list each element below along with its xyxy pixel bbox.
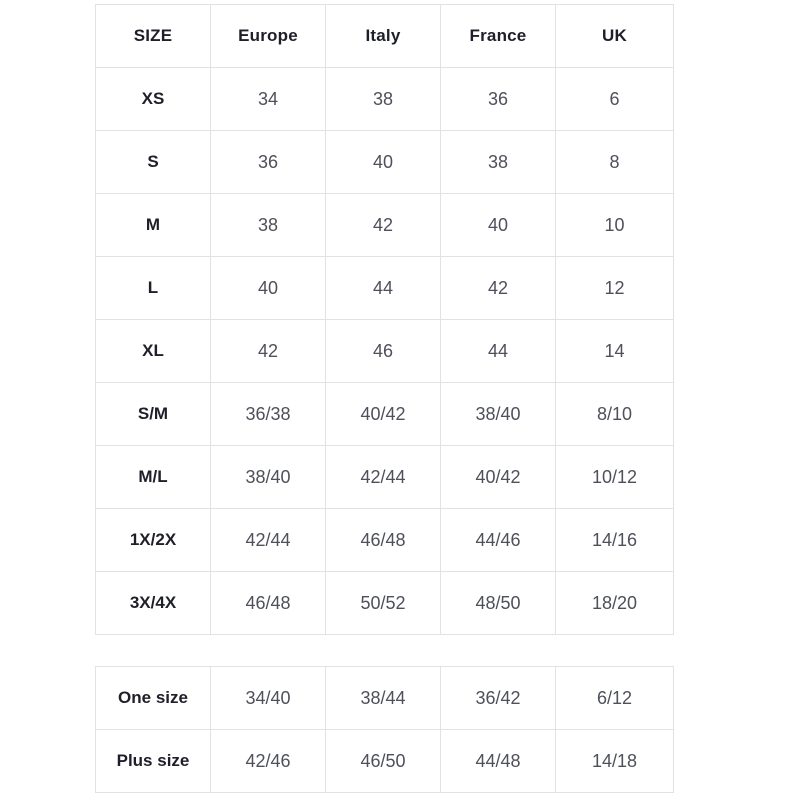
table-cell: 6/12	[555, 666, 674, 730]
table-cell: 38	[210, 193, 326, 257]
table-cell: 40	[210, 256, 326, 320]
table-cell: 40/42	[325, 382, 441, 446]
table-cell: 6	[555, 67, 674, 131]
one-size-plus-size-table: One size 34/40 38/44 36/42 6/12 Plus siz…	[95, 666, 674, 793]
table-cell: 38/40	[210, 445, 326, 509]
table-cell: 42/46	[210, 729, 326, 793]
row-label: 1X/2X	[95, 508, 211, 572]
col-header-italy: Italy	[325, 4, 441, 68]
row-label: One size	[95, 666, 211, 730]
table-cell: 44	[440, 319, 556, 383]
table-cell: 34/40	[210, 666, 326, 730]
table-cell: 8	[555, 130, 674, 194]
table-cell: 46/50	[325, 729, 441, 793]
table-cell: 36	[210, 130, 326, 194]
table-cell: 44	[325, 256, 441, 320]
table-row-m: M 38 42 40 10	[95, 193, 674, 257]
table-row-xl: XL 42 46 44 14	[95, 319, 674, 383]
table-row-plus-size: Plus size 42/46 46/50 44/48 14/18	[95, 729, 674, 793]
table-row-ml: M/L 38/40 42/44 40/42 10/12	[95, 445, 674, 509]
table-cell: 14	[555, 319, 674, 383]
table-cell: 42	[210, 319, 326, 383]
table-cell: 12	[555, 256, 674, 320]
table-row-s: S 36 40 38 8	[95, 130, 674, 194]
row-label: S	[95, 130, 211, 194]
table-cell: 14/16	[555, 508, 674, 572]
row-label: Plus size	[95, 729, 211, 793]
table-cell: 38	[440, 130, 556, 194]
table-cell: 34	[210, 67, 326, 131]
table-cell: 18/20	[555, 571, 674, 635]
table-cell: 40	[440, 193, 556, 257]
table-cell: 46	[325, 319, 441, 383]
table-cell: 44/48	[440, 729, 556, 793]
table-cell: 42	[440, 256, 556, 320]
table-cell: 14/18	[555, 729, 674, 793]
col-header-europe: Europe	[210, 4, 326, 68]
row-label: L	[95, 256, 211, 320]
table-cell: 10/12	[555, 445, 674, 509]
table-cell: 46/48	[325, 508, 441, 572]
table-cell: 50/52	[325, 571, 441, 635]
table-cell: 48/50	[440, 571, 556, 635]
row-label: M	[95, 193, 211, 257]
row-label: XS	[95, 67, 211, 131]
table-cell: 46/48	[210, 571, 326, 635]
table-row-sm: S/M 36/38 40/42 38/40 8/10	[95, 382, 674, 446]
table-cell: 42/44	[325, 445, 441, 509]
table-row-l: L 40 44 42 12	[95, 256, 674, 320]
table-cell: 40	[325, 130, 441, 194]
row-label: S/M	[95, 382, 211, 446]
table-header-row: SIZE Europe Italy France UK	[95, 4, 674, 68]
table-cell: 38/44	[325, 666, 441, 730]
table-cell: 38/40	[440, 382, 556, 446]
table-cell: 8/10	[555, 382, 674, 446]
table-cell: 42	[325, 193, 441, 257]
row-label: 3X/4X	[95, 571, 211, 635]
col-header-france: France	[440, 4, 556, 68]
table-cell: 36/42	[440, 666, 556, 730]
table-row-1x2x: 1X/2X 42/44 46/48 44/46 14/16	[95, 508, 674, 572]
table-cell: 44/46	[440, 508, 556, 572]
table-row-xs: XS 34 38 36 6	[95, 67, 674, 131]
table-cell: 38	[325, 67, 441, 131]
table-row-3x4x: 3X/4X 46/48 50/52 48/50 18/20	[95, 571, 674, 635]
table-row-one-size: One size 34/40 38/44 36/42 6/12	[95, 666, 674, 730]
table-cell: 10	[555, 193, 674, 257]
table-cell: 40/42	[440, 445, 556, 509]
table-cell: 36	[440, 67, 556, 131]
col-header-uk: UK	[555, 4, 674, 68]
row-label: XL	[95, 319, 211, 383]
table-cell: 42/44	[210, 508, 326, 572]
row-label: M/L	[95, 445, 211, 509]
size-conversion-table: SIZE Europe Italy France UK XS 34 38 36 …	[95, 4, 674, 635]
col-header-size: SIZE	[95, 4, 211, 68]
table-cell: 36/38	[210, 382, 326, 446]
